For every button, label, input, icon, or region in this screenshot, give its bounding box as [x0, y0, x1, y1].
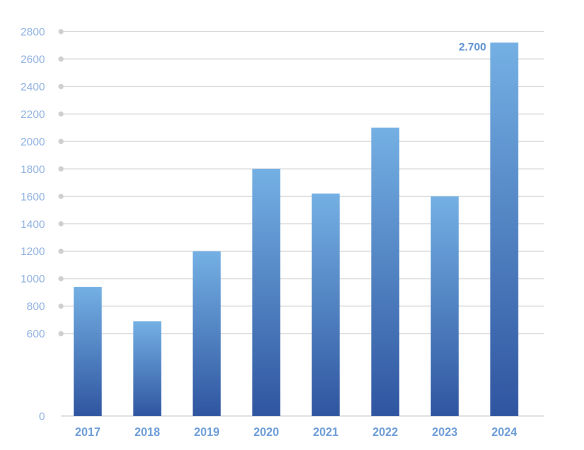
tick-dot — [58, 28, 64, 35]
tick-dot — [58, 111, 64, 117]
x-axis-labels: 2017 2018 2019 2020 2021 2022 2023 2024 — [75, 427, 518, 439]
x-tick-label: 2021 — [313, 427, 339, 439]
bar-2019 — [192, 251, 221, 416]
bar-2023 — [430, 196, 459, 416]
bar-2021 — [311, 193, 340, 416]
y-tick-label: 2000 — [21, 136, 45, 148]
bar-2024 — [490, 42, 519, 416]
tick-dot — [58, 138, 64, 144]
y-tick-label: 2600 — [21, 54, 45, 66]
tick-dot — [58, 83, 64, 90]
tick-dot — [58, 221, 64, 227]
y-tick-label: 2400 — [21, 81, 45, 93]
y-tick-label: 1600 — [21, 191, 45, 203]
y-tick-label: 0 — [39, 411, 45, 423]
tick-dot — [58, 303, 64, 309]
tick-dot — [58, 166, 64, 172]
tick-dot — [58, 193, 64, 199]
x-tick-label: 2023 — [432, 427, 458, 439]
x-tick-label: 2018 — [134, 427, 160, 439]
bars — [73, 42, 519, 417]
y-tick-label: 1400 — [21, 219, 45, 231]
y-tick-label: 1800 — [21, 164, 45, 176]
y-tick-label: 600 — [27, 329, 45, 341]
y-tick-label: 1000 — [21, 274, 45, 286]
y-tick-label: 800 — [27, 301, 45, 313]
data-labels: 2.700 — [459, 42, 487, 54]
y-axis-ticks: 2800 2600 2400 2200 2000 1800 1600 1400 1200 1000… — [21, 27, 64, 423]
tick-dot — [58, 276, 64, 282]
bar-2018 — [133, 321, 162, 416]
x-tick-label: 2022 — [372, 427, 398, 439]
tick-dot — [58, 248, 64, 254]
bar-2017 — [73, 286, 102, 416]
x-tick-label: 2019 — [194, 427, 220, 439]
y-tick-label: 2200 — [21, 109, 45, 121]
tick-dot — [58, 56, 64, 62]
bar-2022 — [371, 127, 400, 417]
x-tick-label: 2020 — [253, 427, 279, 439]
data-label: 2.700 — [459, 42, 487, 54]
x-tick-label: 2017 — [75, 427, 101, 439]
tick-dot — [58, 331, 64, 337]
bar-2020 — [252, 168, 281, 416]
y-tick-label: 2800 — [21, 27, 45, 39]
x-tick-label: 2024 — [491, 427, 517, 439]
y-tick-label: 1200 — [21, 246, 45, 258]
